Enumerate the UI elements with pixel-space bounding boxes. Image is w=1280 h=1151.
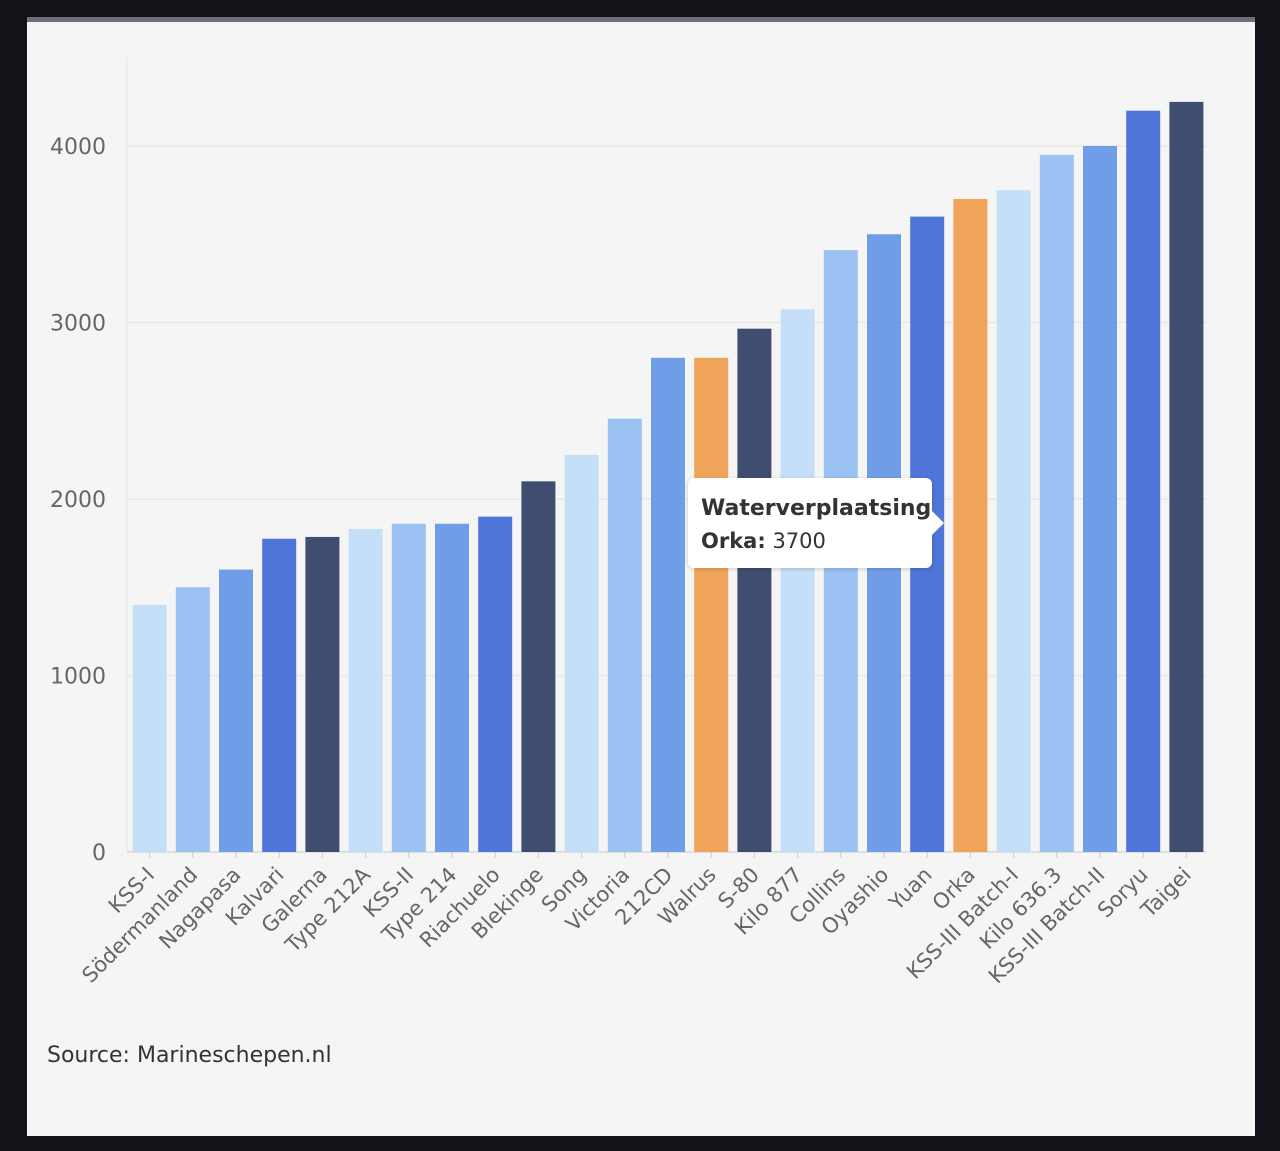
- tooltip-row: Orka: 3700: [701, 529, 826, 553]
- bar-kilo-636-3[interactable]: [1039, 154, 1074, 852]
- bar-s-80[interactable]: [737, 328, 772, 852]
- x-axis-labels: KSS-ISödermanlandNagapasaKalvariGalernaT…: [77, 852, 1196, 988]
- bar-type-212a[interactable]: [348, 529, 383, 852]
- source-note: Source: Marineschepen.nl: [47, 1043, 332, 1068]
- tooltip-title: Waterverplaatsing: [701, 496, 932, 521]
- y-tick-label: 0: [92, 841, 106, 866]
- x-tick-label: Yuan: [884, 863, 937, 916]
- y-tick-label: 2000: [50, 488, 106, 513]
- bar-song[interactable]: [564, 454, 599, 852]
- bar-kss-iii-batch-i[interactable]: [996, 190, 1031, 852]
- bar-riachuelo[interactable]: [478, 516, 513, 852]
- bar-212cd[interactable]: [651, 357, 685, 852]
- bar-kss-i[interactable]: [132, 604, 167, 852]
- bar-kss-ii[interactable]: [391, 523, 426, 852]
- tooltip: Waterverplaatsing Orka: 3700: [688, 478, 944, 568]
- bar-galerna[interactable]: [305, 536, 340, 852]
- y-tick-label: 4000: [50, 135, 106, 160]
- y-axis-labels: 0 1000 2000 3000 4000: [50, 135, 106, 866]
- bar-kalvari[interactable]: [262, 538, 297, 852]
- bar-soryu[interactable]: [1126, 110, 1161, 852]
- bar-taigei[interactable]: [1169, 101, 1204, 852]
- bar-type-214[interactable]: [435, 523, 469, 852]
- bar-walrus[interactable]: [694, 357, 729, 852]
- top-border: [27, 17, 1255, 22]
- bar-blekinge[interactable]: [521, 481, 556, 852]
- bars: [132, 101, 1204, 853]
- bar-kss-iii-batch-ii[interactable]: [1083, 146, 1117, 852]
- bar-orka[interactable]: [953, 198, 988, 852]
- tooltip-label: Orka:: [701, 529, 766, 553]
- tooltip-value: 3700: [772, 529, 826, 553]
- bar-s-dermanland[interactable]: [175, 587, 210, 852]
- y-tick-label: 1000: [50, 665, 106, 690]
- y-tick-label: 3000: [50, 312, 106, 337]
- bar-victoria[interactable]: [607, 418, 642, 852]
- bar-kilo-877[interactable]: [780, 309, 815, 852]
- bar-nagapasa[interactable]: [219, 569, 253, 852]
